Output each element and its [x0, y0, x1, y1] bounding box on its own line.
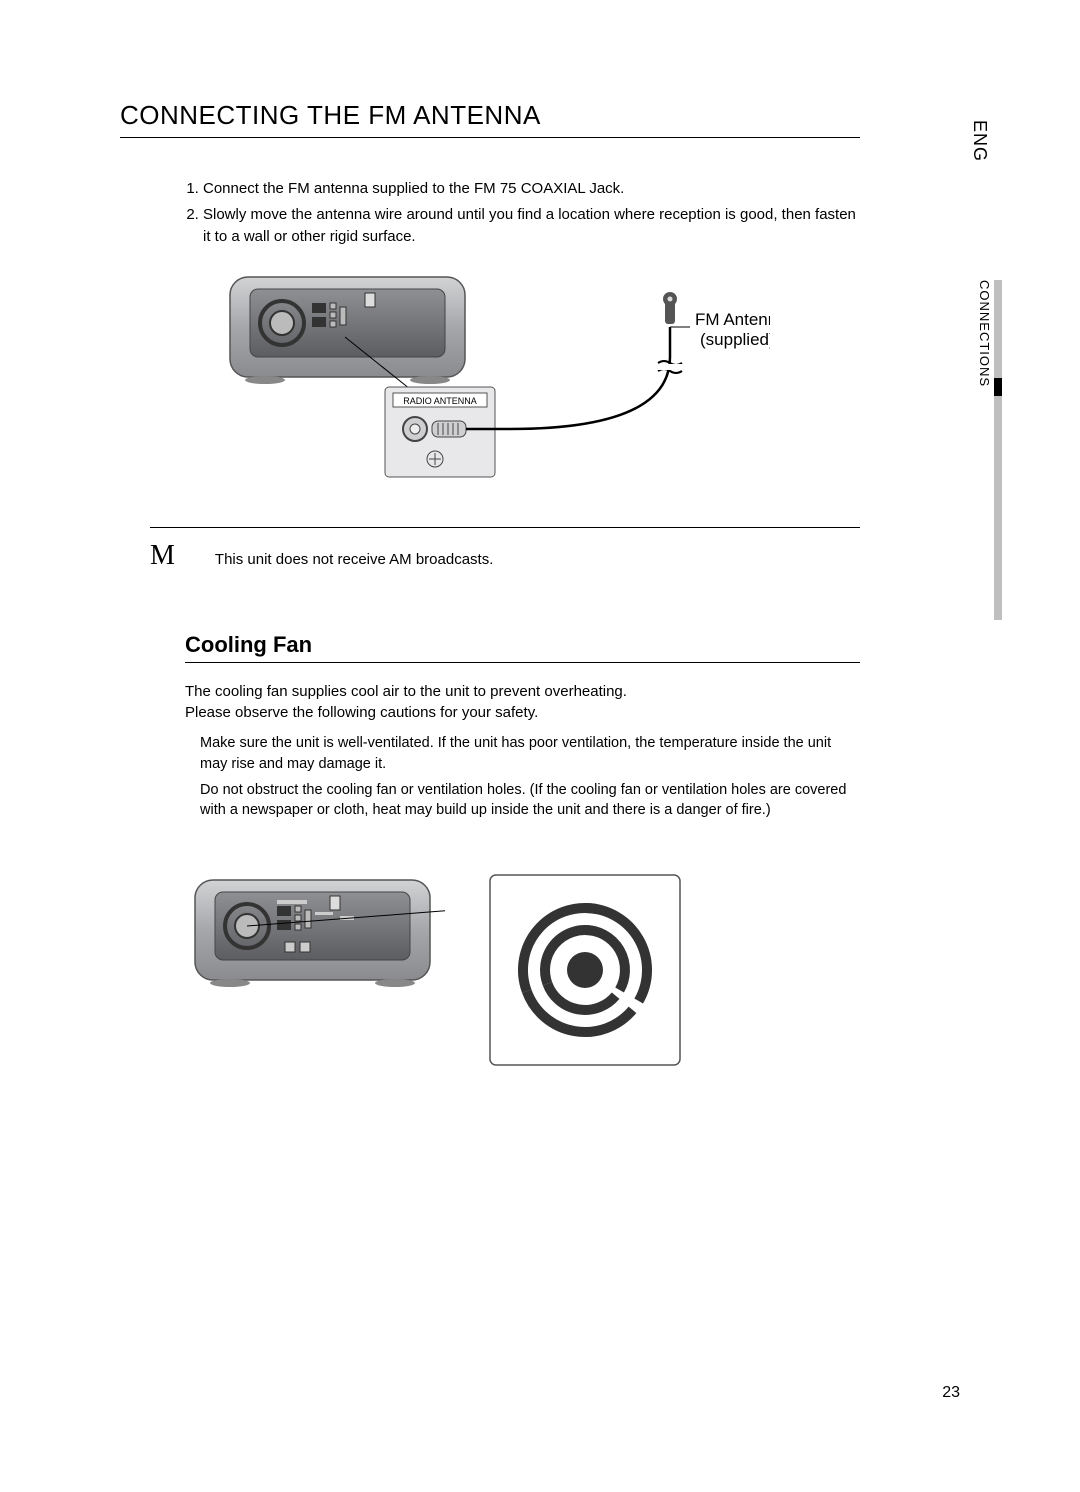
side-tab-lang: ENG	[969, 120, 990, 162]
step-item: Connect the FM antenna supplied to the F…	[203, 178, 860, 200]
cooling-intro: The cooling fan supplies cool air to the…	[185, 681, 860, 723]
antenna-label-line2: (supplied)	[700, 330, 770, 349]
note-text: This unit does not receive AM broadcasts…	[215, 551, 493, 568]
antenna-label-line1: FM Antenna	[695, 310, 770, 329]
cooling-fan-diagram	[185, 870, 860, 1070]
side-index-marker	[994, 378, 1002, 396]
fm-antenna-diagram: RADIO ANTENNA FM Antenna (supplied)	[210, 267, 770, 497]
device-rear-small	[185, 870, 445, 1010]
fan-detail	[485, 870, 685, 1070]
page-number: 23	[942, 1384, 960, 1402]
cooling-intro-line: Please observe the following cautions fo…	[185, 702, 860, 723]
page-title: CONNECTING THE FM ANTENNA	[120, 100, 860, 138]
caution-item: Make sure the unit is well-ventilated. I…	[200, 733, 860, 774]
side-index-bar	[994, 280, 1002, 620]
cooling-intro-line: The cooling fan supplies cool air to the…	[185, 681, 860, 702]
caution-list: Make sure the unit is well-ventilated. I…	[200, 733, 860, 820]
steps-list: Connect the FM antenna supplied to the F…	[185, 178, 860, 247]
caution-item: Do not obstruct the cooling fan or venti…	[200, 780, 860, 821]
step-item: Slowly move the antenna wire around unti…	[203, 204, 860, 248]
port-label: RADIO ANTENNA	[403, 396, 477, 406]
page-content: CONNECTING THE FM ANTENNA Connect the FM…	[120, 100, 860, 1070]
note-marker: M	[150, 540, 175, 572]
cooling-fan-title: Cooling Fan	[185, 632, 860, 663]
note-row: M This unit does not receive AM broadcas…	[150, 527, 860, 572]
side-tab-section: CONNECTIONS	[977, 280, 992, 387]
